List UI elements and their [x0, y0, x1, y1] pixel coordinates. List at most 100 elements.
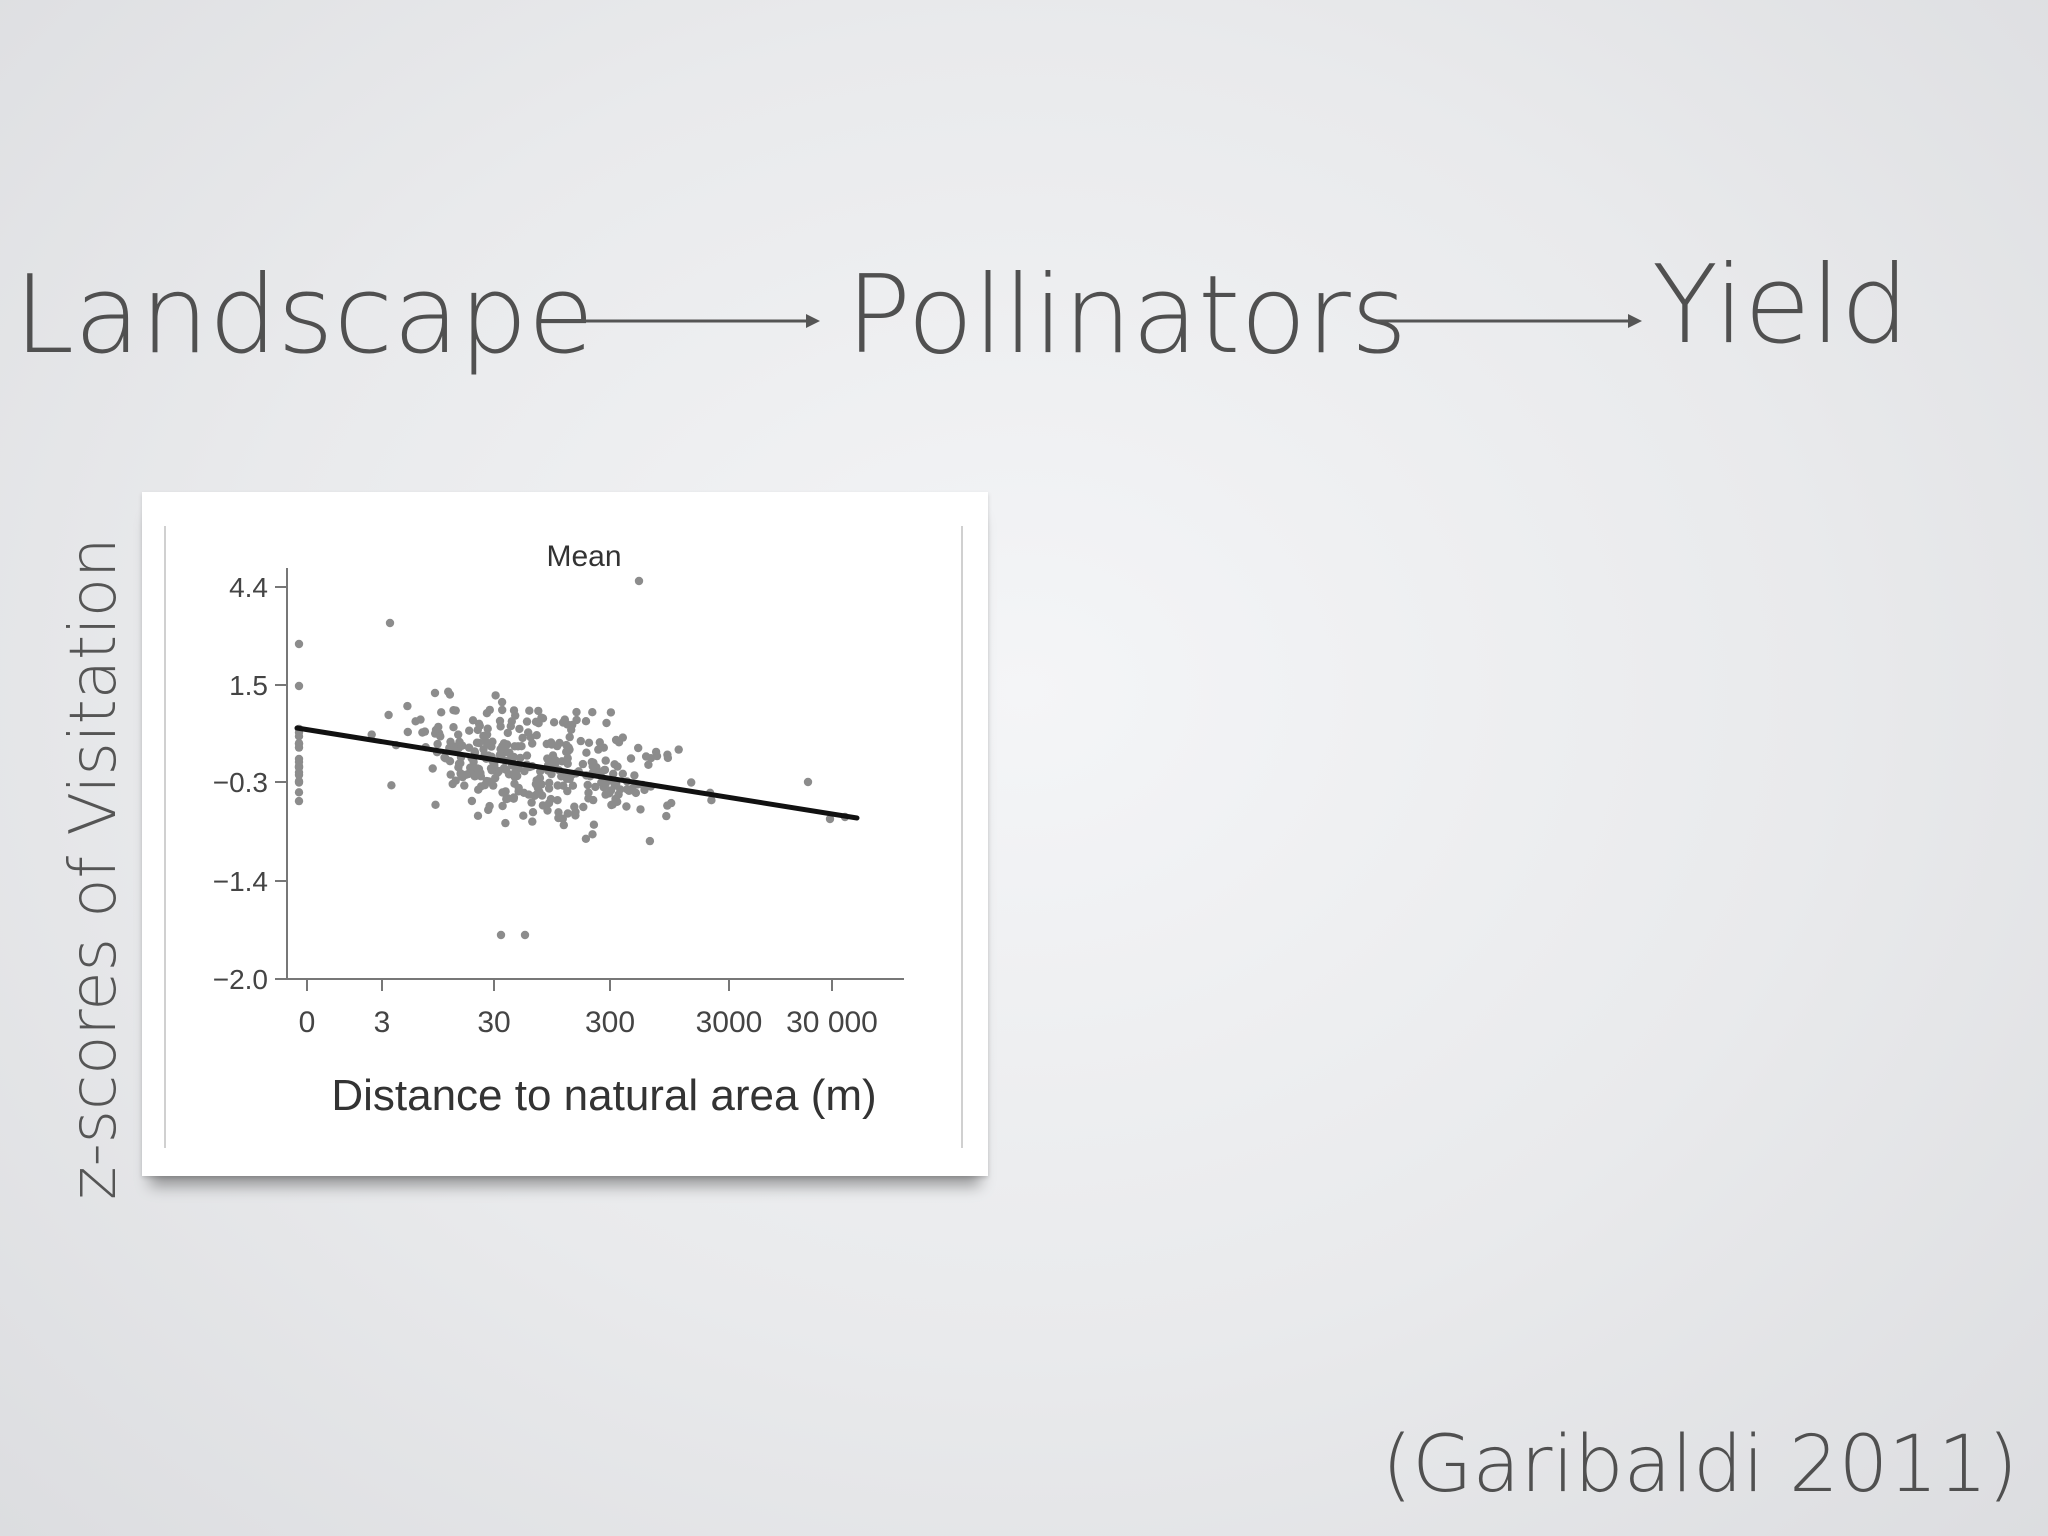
data-point — [294, 770, 304, 780]
data-point — [451, 776, 460, 785]
data-point — [418, 728, 427, 737]
data-point — [597, 778, 606, 787]
data-point — [674, 745, 683, 754]
trend-line — [294, 725, 860, 821]
data-point — [559, 781, 568, 790]
data-point — [565, 732, 574, 742]
data-point — [454, 730, 463, 739]
data-point — [466, 763, 475, 772]
data-point — [502, 740, 512, 749]
y-axis-label: z-scores of Visitation — [57, 537, 131, 1200]
data-point — [525, 706, 534, 715]
data-point — [527, 798, 536, 807]
data-point — [609, 769, 618, 778]
data-point — [430, 688, 440, 698]
data-point — [294, 788, 304, 797]
data-point — [557, 757, 567, 766]
data-point — [624, 786, 634, 795]
flow-step-landscape: Landscape — [14, 253, 595, 378]
data-point — [618, 733, 627, 742]
data-point — [630, 771, 639, 780]
data-point — [387, 781, 396, 790]
data-point — [622, 802, 631, 811]
data-point — [436, 732, 445, 741]
data-point — [510, 742, 519, 751]
data-point — [505, 748, 514, 757]
data-point — [645, 836, 655, 846]
data-point — [491, 773, 500, 783]
data-point — [441, 754, 450, 763]
x-tick-label: 3 — [374, 1006, 391, 1039]
data-point — [476, 782, 486, 791]
data-point — [560, 715, 569, 724]
data-point — [495, 716, 505, 726]
data-point — [562, 747, 571, 757]
y-tick-label: 4.4 — [229, 572, 268, 603]
data-point — [522, 717, 532, 726]
data-point — [473, 811, 483, 820]
data-point — [538, 801, 548, 810]
data-point — [825, 814, 835, 824]
data-point — [576, 736, 585, 746]
x-tick-label: 3000 — [696, 1006, 763, 1039]
data-point — [460, 781, 469, 790]
data-point — [528, 817, 537, 826]
data-point — [514, 783, 523, 793]
data-point — [614, 790, 623, 799]
data-point — [663, 750, 672, 759]
data-point — [618, 769, 627, 778]
data-point — [602, 718, 611, 728]
data-point — [449, 742, 458, 751]
data-point — [428, 764, 437, 773]
scatter-chart: 4.4 1.5 −0.3 −1.4 −2.0 0 3 30 300 3000 30 000 Mean… — [164, 526, 963, 1148]
y-tick-label: 1.5 — [229, 670, 268, 701]
data-point — [644, 760, 653, 769]
data-point — [294, 762, 304, 772]
data-point — [543, 754, 552, 763]
data-point — [571, 807, 580, 817]
flow-step-yield: Yield — [1652, 243, 1910, 368]
data-point — [481, 736, 490, 746]
data-point — [599, 743, 608, 752]
data-point — [613, 762, 622, 771]
data-point — [535, 787, 544, 797]
data-point — [503, 728, 512, 738]
data-point — [581, 834, 591, 843]
data-point — [546, 738, 556, 747]
data-point — [497, 697, 507, 707]
data-point — [601, 756, 610, 765]
data-point — [613, 797, 622, 806]
data-point — [449, 723, 458, 732]
data-point — [445, 690, 455, 699]
data-point — [515, 724, 524, 734]
data-point — [482, 776, 491, 786]
data-point — [446, 770, 455, 779]
data-point — [549, 757, 558, 767]
data-point — [634, 576, 644, 586]
data-point — [294, 639, 304, 649]
data-point — [606, 786, 616, 795]
data-point — [490, 761, 499, 771]
data-point — [403, 727, 412, 737]
data-point — [468, 716, 478, 725]
data-point — [461, 770, 471, 779]
data-point — [518, 733, 527, 743]
data-point — [384, 710, 393, 720]
data-point — [467, 796, 477, 806]
data-point — [528, 808, 538, 817]
flow-step-pollinators: Pollinators — [846, 253, 1408, 378]
data-point — [663, 801, 672, 810]
data-point — [499, 764, 509, 773]
data-point — [584, 738, 594, 747]
data-point — [294, 739, 304, 748]
x-tick-label: 30 — [477, 1006, 510, 1039]
citation: (Garibaldi 2011) — [1381, 1420, 2018, 1510]
data-point — [434, 722, 443, 732]
data-point — [489, 781, 498, 790]
data-point — [476, 768, 485, 778]
x-axis-title: Distance to natural area (m) — [331, 1071, 876, 1120]
data-point — [606, 708, 616, 717]
data-point — [641, 752, 651, 761]
data-point — [498, 705, 507, 715]
data-point — [584, 788, 593, 797]
